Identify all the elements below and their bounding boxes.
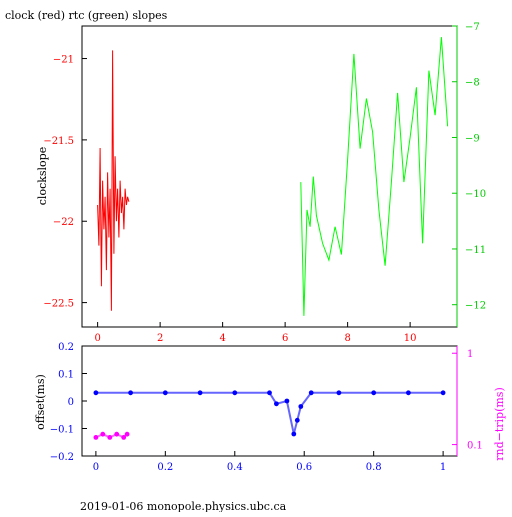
bottom-series-line-blue xyxy=(95,391,444,435)
top-left-y-tick-label: −21.5 xyxy=(43,136,74,147)
bottom-x-tick-label: 0.8 xyxy=(366,462,382,473)
bottom-left-y-tick-label: −0.1 xyxy=(50,425,74,436)
bottom-x-tick-label: 0 xyxy=(93,462,99,473)
bottom-right-y-tick-label: 0.1 xyxy=(467,441,483,452)
top-right-y-tick-label: −7 xyxy=(465,22,480,33)
top-right-y-tick-label: −9 xyxy=(465,133,480,144)
footer-text: 2019-01-06 monopole.physics.ubc.ca xyxy=(80,500,287,512)
top-x-tick-label: 4 xyxy=(219,333,225,344)
bottom-x-tick-label: 0.6 xyxy=(296,462,312,473)
bottom-x-tick-label: 1 xyxy=(440,462,446,473)
bottom-x-tick-label: 0.2 xyxy=(157,462,173,473)
bottom-left-y-tick-label: 0.2 xyxy=(58,342,74,353)
top-left-y-tick-label: −22.5 xyxy=(43,299,74,310)
bottom-x-tick-label: 0.4 xyxy=(227,462,243,473)
top-right-y-tick-label: −10 xyxy=(465,189,486,200)
bottom-y-axis-label: offset(ms) xyxy=(34,374,47,430)
top-plot-frame xyxy=(81,25,458,328)
top-x-tick-label: 6 xyxy=(282,333,288,344)
top-right-y-tick-label: −12 xyxy=(465,301,486,312)
bottom-right-y-axis-label: rnd−trip(ms) xyxy=(493,387,506,461)
top-x-tick-label: 10 xyxy=(404,333,417,344)
top-x-tick-label: 2 xyxy=(157,333,163,344)
top-plot: 0 2 4 6 8 10 −21 −21.5 −22 −22.5 −7 −8 −9 −10 −11 −12 cl… xyxy=(36,22,486,344)
top-series-line-red xyxy=(97,50,130,311)
bottom-right-y-tick-label: 1 xyxy=(467,349,473,360)
bottom-left-y-tick-label: 0 xyxy=(68,397,74,408)
top-series-line-green xyxy=(300,37,449,316)
top-right-y-tick-label: −8 xyxy=(465,78,480,89)
top-y-axis-label: clockslope xyxy=(36,147,49,205)
top-left-y-tick-label: −21 xyxy=(53,55,74,66)
top-x-tick-label: 8 xyxy=(344,333,350,344)
bottom-series-line-magenta xyxy=(95,433,128,439)
bottom-left-y-tick-label: 0.1 xyxy=(58,370,74,381)
top-right-y-tick-label: −11 xyxy=(465,245,486,256)
bottom-plot: 0 0.2 0.4 0.6 0.8 1 0.2 0.1 0 −0.1 −0.2 1 0.1 offset(… xyxy=(34,342,506,473)
bottom-left-y-tick-label: −0.2 xyxy=(50,452,74,463)
bottom-plot-frame xyxy=(81,345,458,457)
top-x-tick-label: 0 xyxy=(94,333,100,344)
chart-title: clock (red) rtc (green) slopes xyxy=(5,9,168,22)
top-left-y-tick-label: −22 xyxy=(53,217,74,228)
